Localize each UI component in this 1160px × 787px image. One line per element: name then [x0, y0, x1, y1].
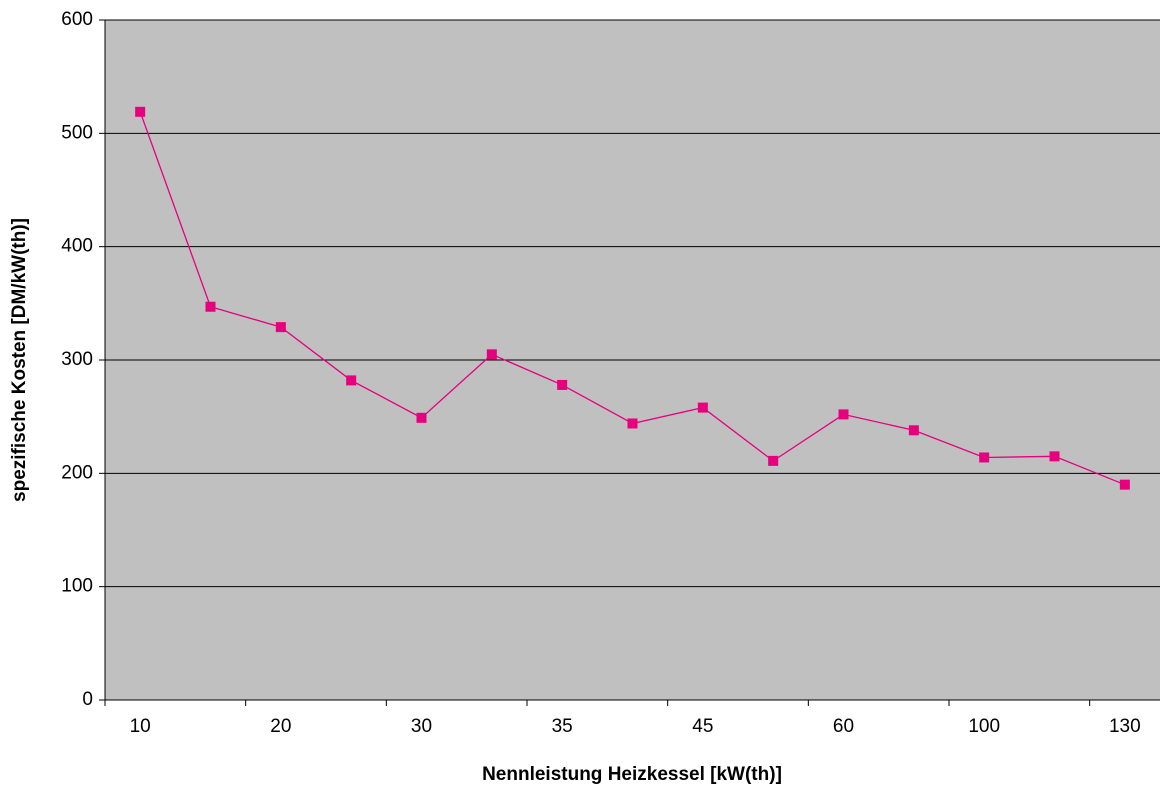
y-tick-label: 500	[61, 122, 93, 143]
y-tick-label: 200	[61, 462, 93, 483]
marker	[486, 349, 497, 360]
y-tick-label: 100	[61, 576, 93, 597]
x-tick-label: 35	[552, 716, 573, 737]
marker	[205, 301, 216, 312]
marker	[557, 379, 568, 390]
marker	[838, 409, 849, 420]
y-tick-label: 300	[61, 349, 93, 370]
marker	[1049, 451, 1060, 462]
x-tick-label: 20	[270, 716, 291, 737]
x-axis-label: Nennleistung Heizkessel [kW(th)]	[482, 764, 782, 785]
x-tick-label: 60	[833, 716, 854, 737]
x-tick-label: 100	[968, 716, 1000, 737]
y-tick-label: 400	[61, 236, 93, 257]
y-tick-label: 0	[82, 689, 93, 710]
marker	[768, 455, 779, 466]
y-axis-label: spezifische Kosten [DM/kW(th)]	[9, 218, 30, 502]
y-tick-label: 600	[61, 9, 93, 30]
marker	[697, 402, 708, 413]
marker	[979, 452, 990, 463]
marker	[275, 322, 286, 333]
marker	[416, 412, 427, 423]
x-tick-label: 10	[130, 716, 151, 737]
marker	[908, 425, 919, 436]
x-tick-label: 45	[692, 716, 713, 737]
marker	[135, 106, 146, 117]
x-tick-label: 130	[1109, 716, 1141, 737]
marker	[627, 418, 638, 429]
marker	[346, 375, 357, 386]
marker	[1119, 479, 1130, 490]
x-tick-label: 30	[411, 716, 432, 737]
